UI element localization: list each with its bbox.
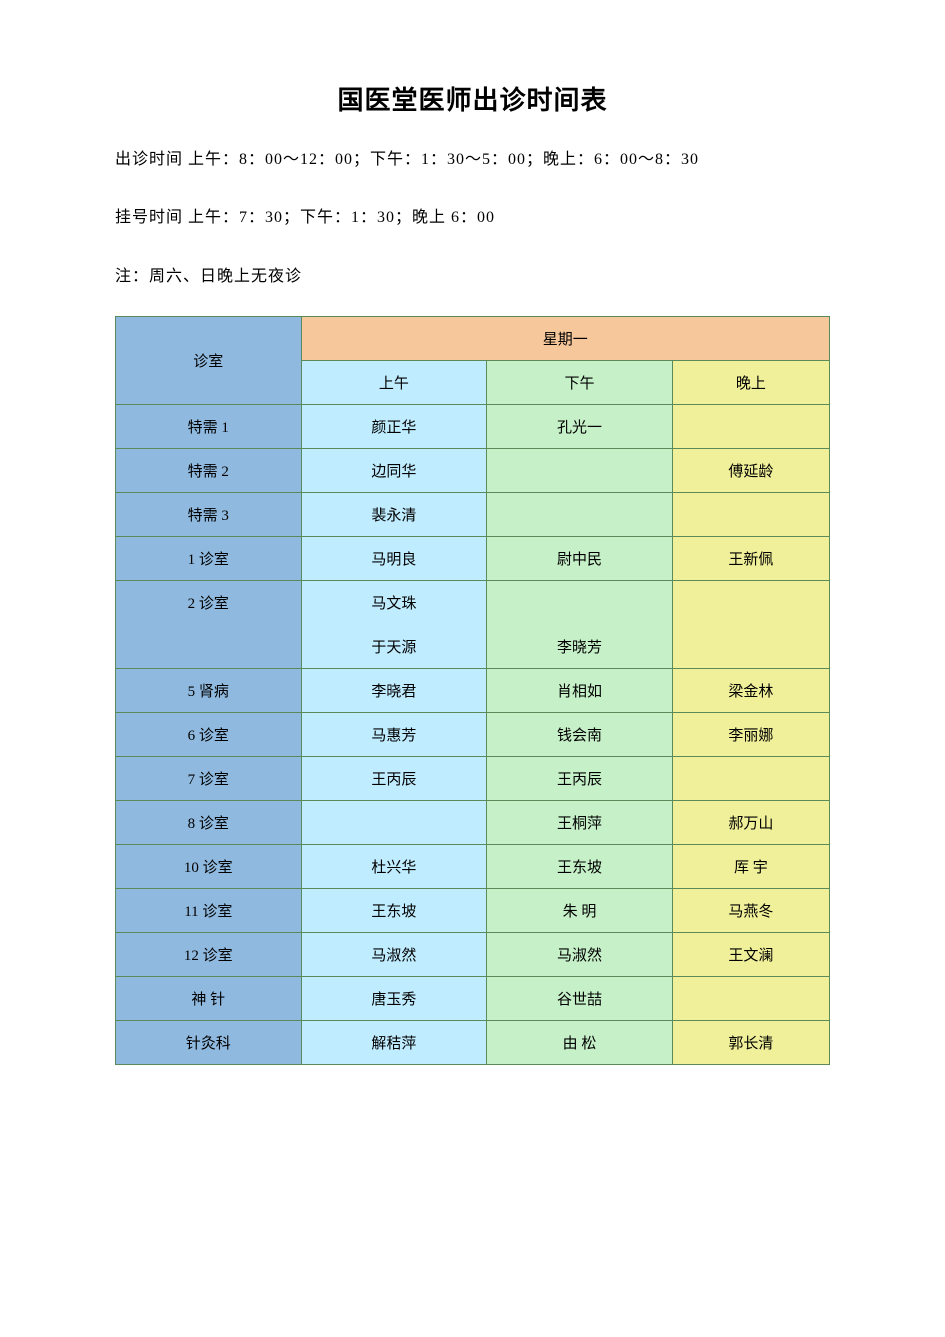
cell-room: 2 诊室 bbox=[116, 581, 302, 625]
cell-room: 1 诊室 bbox=[116, 537, 302, 581]
cell-eve: 马燕冬 bbox=[672, 889, 829, 933]
cell-room: 针灸科 bbox=[116, 1021, 302, 1065]
cell-room: 神 针 bbox=[116, 977, 302, 1021]
cell-pm: 马淑然 bbox=[487, 933, 673, 977]
header-eve: 晚上 bbox=[672, 361, 829, 405]
cell-eve: 傅延龄 bbox=[672, 449, 829, 493]
cell-eve bbox=[672, 493, 829, 537]
cell-am: 李晓君 bbox=[301, 669, 487, 713]
cell-room: 8 诊室 bbox=[116, 801, 302, 845]
table-row: 8 诊室 王桐萍 郝万山 bbox=[116, 801, 830, 845]
cell-pm: 王东坡 bbox=[487, 845, 673, 889]
cell-eve bbox=[672, 405, 829, 449]
cell-room: 特需 2 bbox=[116, 449, 302, 493]
cell-room: 12 诊室 bbox=[116, 933, 302, 977]
cell-room: 特需 3 bbox=[116, 493, 302, 537]
cell-pm bbox=[487, 449, 673, 493]
cell-pm: 王桐萍 bbox=[487, 801, 673, 845]
cell-pm bbox=[487, 581, 673, 625]
cell-am: 马文珠 bbox=[301, 581, 487, 625]
cell-eve: 厍 宇 bbox=[672, 845, 829, 889]
schedule-table: 诊室 星期一 上午 下午 晚上 特需 1 颜正华 孔光一 特需 2 边同华 傅延… bbox=[115, 316, 830, 1065]
cell-room bbox=[116, 625, 302, 669]
cell-am: 颜正华 bbox=[301, 405, 487, 449]
note-paragraph: 注：周六、日晚上无夜诊 bbox=[115, 258, 830, 296]
table-row: 1 诊室 马明良 尉中民 王新佩 bbox=[116, 537, 830, 581]
cell-am: 马惠芳 bbox=[301, 713, 487, 757]
cell-eve: 郭长清 bbox=[672, 1021, 829, 1065]
cell-am: 唐玉秀 bbox=[301, 977, 487, 1021]
cell-am: 马明良 bbox=[301, 537, 487, 581]
cell-room: 6 诊室 bbox=[116, 713, 302, 757]
table-row: 11 诊室 王东坡 朱 明 马燕冬 bbox=[116, 889, 830, 933]
cell-pm: 由 松 bbox=[487, 1021, 673, 1065]
cell-pm: 王丙辰 bbox=[487, 757, 673, 801]
table-row: 神 针 唐玉秀 谷世喆 bbox=[116, 977, 830, 1021]
table-row: 针灸科 解秸萍 由 松 郭长清 bbox=[116, 1021, 830, 1065]
cell-eve: 王新佩 bbox=[672, 537, 829, 581]
page-title: 国医堂医师出诊时间表 bbox=[115, 80, 830, 117]
cell-eve bbox=[672, 757, 829, 801]
cell-room: 10 诊室 bbox=[116, 845, 302, 889]
cell-pm: 谷世喆 bbox=[487, 977, 673, 1021]
table-row: 特需 3 裴永清 bbox=[116, 493, 830, 537]
table-row: 6 诊室 马惠芳 钱会南 李丽娜 bbox=[116, 713, 830, 757]
cell-am: 马淑然 bbox=[301, 933, 487, 977]
cell-pm: 钱会南 bbox=[487, 713, 673, 757]
cell-room: 11 诊室 bbox=[116, 889, 302, 933]
cell-eve: 梁金林 bbox=[672, 669, 829, 713]
cell-am: 王东坡 bbox=[301, 889, 487, 933]
cell-eve: 郝万山 bbox=[672, 801, 829, 845]
registration-hours-paragraph: 挂号时间 上午：7：30；下午：1：30；晚上 6：00 bbox=[115, 199, 830, 237]
header-room: 诊室 bbox=[116, 317, 302, 405]
table-row: 10 诊室 杜兴华 王东坡 厍 宇 bbox=[116, 845, 830, 889]
table-row: 于天源 李晓芳 bbox=[116, 625, 830, 669]
table-row: 2 诊室 马文珠 bbox=[116, 581, 830, 625]
cell-am: 边同华 bbox=[301, 449, 487, 493]
cell-am: 裴永清 bbox=[301, 493, 487, 537]
cell-am: 杜兴华 bbox=[301, 845, 487, 889]
cell-eve: 王文澜 bbox=[672, 933, 829, 977]
cell-am: 于天源 bbox=[301, 625, 487, 669]
header-day: 星期一 bbox=[301, 317, 829, 361]
table-row: 5 肾病 李晓君 肖相如 梁金林 bbox=[116, 669, 830, 713]
cell-pm: 朱 明 bbox=[487, 889, 673, 933]
cell-eve bbox=[672, 581, 829, 625]
cell-eve: 李丽娜 bbox=[672, 713, 829, 757]
clinic-hours-paragraph: 出诊时间 上午：8：00～12：00；下午：1：30～5：00；晚上：6：00～… bbox=[115, 141, 830, 179]
cell-eve bbox=[672, 625, 829, 669]
cell-eve bbox=[672, 977, 829, 1021]
cell-pm: 孔光一 bbox=[487, 405, 673, 449]
table-row: 特需 2 边同华 傅延龄 bbox=[116, 449, 830, 493]
cell-pm: 尉中民 bbox=[487, 537, 673, 581]
header-am: 上午 bbox=[301, 361, 487, 405]
table-row: 7 诊室 王丙辰 王丙辰 bbox=[116, 757, 830, 801]
cell-room: 7 诊室 bbox=[116, 757, 302, 801]
cell-am: 王丙辰 bbox=[301, 757, 487, 801]
cell-pm bbox=[487, 493, 673, 537]
table-header-row-1: 诊室 星期一 bbox=[116, 317, 830, 361]
header-pm: 下午 bbox=[487, 361, 673, 405]
cell-room: 5 肾病 bbox=[116, 669, 302, 713]
table-row: 特需 1 颜正华 孔光一 bbox=[116, 405, 830, 449]
cell-pm: 李晓芳 bbox=[487, 625, 673, 669]
cell-room: 特需 1 bbox=[116, 405, 302, 449]
cell-am bbox=[301, 801, 487, 845]
table-row: 12 诊室 马淑然 马淑然 王文澜 bbox=[116, 933, 830, 977]
cell-am: 解秸萍 bbox=[301, 1021, 487, 1065]
cell-pm: 肖相如 bbox=[487, 669, 673, 713]
